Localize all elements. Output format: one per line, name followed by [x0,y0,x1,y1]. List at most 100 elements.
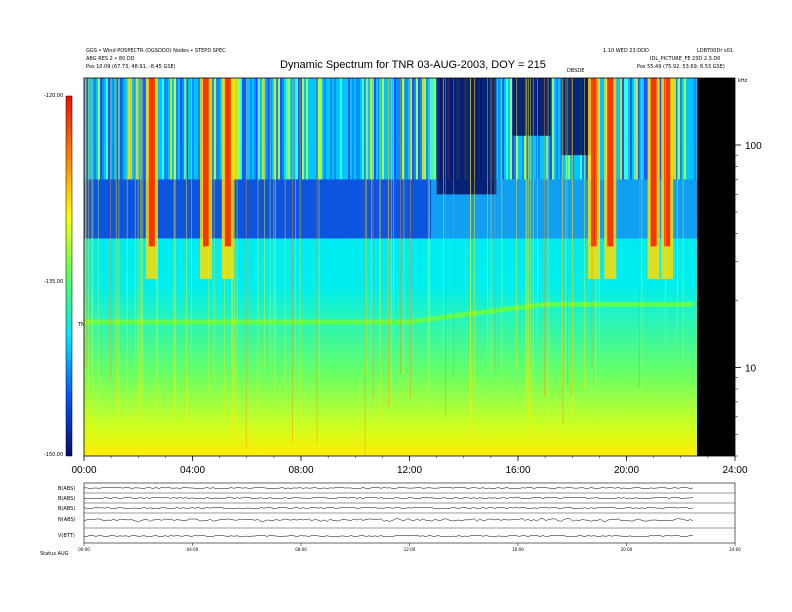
upper-column [646,78,648,180]
upper-column [218,78,220,180]
upper-column [110,78,112,180]
upper-column [366,78,368,180]
upper-column [268,78,270,180]
upper-column [504,78,506,180]
upper-column [434,78,436,180]
upper-column [170,78,172,180]
upper-column [172,78,174,180]
top-right-info-2: IDL_PICTURE_FE 23D 2.3.D0 [650,56,721,62]
upper-column [266,78,268,180]
upper-column [368,78,370,180]
upper-column [432,78,434,180]
upper-column [370,78,372,180]
y-unit-label: kHz [738,78,748,84]
upper-column [180,78,182,180]
upper-column [290,78,292,180]
chart-title: Dynamic Spectrum for TNR 03-AUG-2003, DO… [280,59,546,71]
upper-column [354,78,356,180]
burst-core [203,78,210,247]
upper-column [326,78,328,180]
upper-column [166,78,168,180]
x-tick-label: 04:00 [180,465,205,476]
upper-column [314,78,316,180]
upper-column [688,78,690,180]
upper-column [636,78,638,180]
top-left-info-3: Pos 10.09 (67.73, 48.91, -8.45 GSE) [86,64,176,70]
upper-column [362,78,364,180]
upper-column [260,78,262,180]
upper-column [306,78,308,180]
footer-status: Status AUG [40,551,69,557]
burst-core [650,78,657,247]
upper-column [376,78,378,180]
upper-column [246,78,248,180]
colorbar-scale [66,96,72,456]
upper-column [416,78,418,180]
upper-column [214,78,216,180]
upper-column [234,78,236,180]
upper-column [312,78,314,180]
y-axis-ticks: 10 100 [735,141,762,457]
upper-column [94,78,96,180]
upper-column [240,78,242,180]
upper-column [188,78,190,180]
dark-patch [512,78,551,136]
upper-column [600,78,602,180]
upper-column [144,78,146,180]
upper-column [294,78,296,180]
upper-column [374,78,376,180]
upper-column [550,78,552,180]
upper-column [554,78,556,180]
upper-column [552,78,554,180]
upper-column [198,78,200,180]
upper-column [164,78,166,180]
upper-column [382,78,384,180]
upper-column [168,78,170,180]
upper-column [356,78,358,180]
upper-column [338,78,340,180]
panel-label-1: B(ABS) [58,486,76,492]
colorbar [65,95,73,457]
panel-x-tick-label: 08:00 [295,547,307,552]
upper-column [348,78,350,180]
upper-column [358,78,360,180]
panel-trace [83,507,694,509]
panel-trace [83,487,694,489]
center-tag: DBSDE [567,68,585,74]
upper-column [384,78,386,180]
upper-column [496,78,498,180]
x-axis-ticks: 00:00 04:00 08:00 12:00 16:00 20:00 24:00 [71,456,748,476]
burst-core [148,78,155,247]
upper-column [242,78,244,180]
upper-column [410,78,412,180]
upper-column [418,78,420,180]
upper-column [108,78,110,180]
upper-column [602,78,604,180]
upper-column [162,78,164,180]
upper-column [178,78,180,180]
upper-column [426,78,428,180]
upper-column [122,78,124,180]
upper-column [196,78,198,180]
colorbar-tick-bottom: -150.00 [44,452,64,458]
upper-column [192,78,194,180]
upper-column [90,78,92,180]
upper-column [346,78,348,180]
panel-trace [83,496,694,500]
upper-column [262,78,264,180]
y-tick-label: 10 [745,363,757,374]
upper-column [394,78,396,180]
upper-column [404,78,406,180]
upper-column [116,78,118,180]
upper-column [412,78,414,180]
upper-column [322,78,324,180]
panel-x-tick-label: 20:00 [621,547,633,552]
upper-column [270,78,272,180]
burst-core [590,78,597,247]
x-tick-label: 24:00 [722,465,747,476]
upper-column [264,78,266,180]
upper-column [380,78,382,180]
upper-column [244,78,246,180]
upper-column [96,78,98,180]
